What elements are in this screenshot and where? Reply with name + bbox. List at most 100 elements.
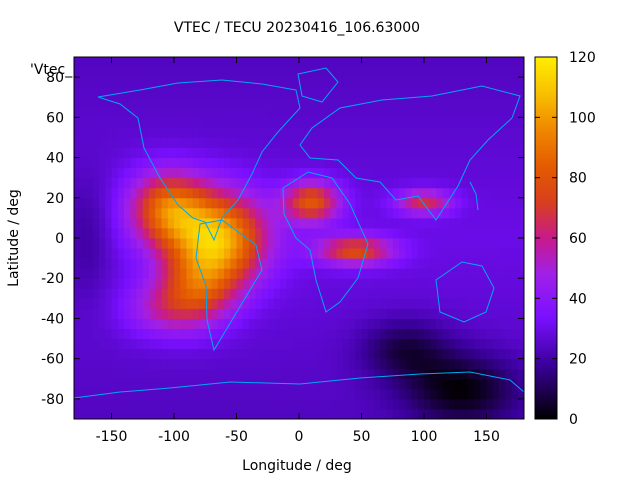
heatmap-cell [480, 137, 487, 148]
heatmap-cell [511, 308, 519, 319]
heatmap-cell [124, 107, 131, 118]
y-tick-label: -20 [41, 271, 64, 287]
heatmap-cell [361, 227, 369, 239]
heatmap-cell [142, 57, 150, 68]
heatmap-cell [380, 388, 387, 400]
heatmap-cell [92, 268, 100, 279]
heatmap-cell [511, 87, 519, 98]
heatmap-cell [342, 338, 350, 350]
heatmap-cell [405, 288, 412, 299]
heatmap-cell [130, 167, 137, 179]
heatmap-cell [449, 147, 456, 159]
heatmap-cell [486, 268, 494, 279]
heatmap-cell [342, 227, 350, 239]
heatmap-cell [105, 318, 112, 329]
heatmap-cell [386, 207, 394, 219]
heatmap-cell [461, 127, 469, 138]
heatmap-cell [442, 298, 450, 309]
heatmap-cell [474, 388, 481, 400]
heatmap-cell [130, 258, 137, 269]
heatmap-cell [105, 248, 112, 259]
heatmap-cell [80, 167, 87, 179]
heatmap-cell [267, 217, 275, 229]
heatmap-cell [249, 328, 256, 340]
heatmap-cell [430, 368, 437, 380]
heatmap-cell [149, 87, 156, 98]
heatmap-cell [267, 137, 275, 148]
heatmap-cell [342, 268, 350, 279]
heatmap-cell [461, 258, 469, 269]
heatmap-cell [336, 197, 344, 209]
heatmap-cell [111, 117, 119, 128]
heatmap-cell [236, 408, 244, 419]
heatmap-cell [492, 157, 500, 169]
heatmap-cell [386, 298, 394, 309]
heatmap-cell [111, 67, 119, 78]
heatmap-cell [136, 107, 144, 118]
heatmap-cell [267, 378, 275, 390]
heatmap-cell [149, 187, 156, 199]
heatmap-cell [217, 227, 225, 239]
heatmap-cell [436, 177, 444, 189]
heatmap-cell [455, 348, 462, 360]
heatmap-cell [461, 348, 469, 360]
heatmap-cell [249, 258, 256, 269]
heatmap-cell [174, 258, 181, 269]
heatmap-cell [180, 127, 187, 138]
heatmap-cell [492, 197, 500, 209]
heatmap-cell [255, 268, 262, 279]
heatmap-cell [330, 67, 337, 78]
heatmap-cell [430, 117, 437, 128]
heatmap-cell [386, 288, 394, 299]
heatmap-cell [449, 348, 456, 360]
heatmap-cell [86, 368, 94, 380]
heatmap-cell [392, 358, 400, 370]
heatmap-cell [405, 338, 412, 350]
heatmap-cell [80, 338, 87, 350]
heatmap-cell [505, 298, 512, 309]
heatmap-cell [430, 57, 437, 68]
heatmap-cell [517, 368, 524, 380]
heatmap-cell [305, 137, 312, 148]
heatmap-cell [399, 338, 406, 350]
heatmap-cell [442, 117, 450, 128]
heatmap-cell [86, 147, 94, 159]
heatmap-cell [161, 388, 169, 400]
heatmap-cell [349, 248, 356, 259]
heatmap-cell [380, 358, 387, 370]
heatmap-cell [92, 238, 100, 249]
heatmap-cell [430, 87, 437, 98]
heatmap-cell [349, 238, 356, 249]
heatmap-cell [236, 358, 244, 370]
heatmap-cell [492, 408, 500, 419]
heatmap-cell [167, 328, 175, 340]
heatmap-cell [386, 147, 394, 159]
heatmap-cell [142, 167, 150, 179]
heatmap-cell [136, 368, 144, 380]
heatmap-cell [242, 57, 250, 68]
heatmap-cell [511, 318, 519, 329]
heatmap-cell [361, 238, 369, 249]
heatmap-cell [311, 308, 319, 319]
heatmap-cell [205, 368, 212, 380]
heatmap-cell [74, 298, 81, 309]
heatmap-cell [130, 248, 137, 259]
heatmap-cell [280, 137, 287, 148]
heatmap-cell [155, 388, 162, 400]
heatmap-cell [405, 217, 412, 229]
heatmap-cell [324, 167, 331, 179]
heatmap-cell [192, 217, 200, 229]
heatmap-cell [517, 187, 524, 199]
heatmap-cell [149, 308, 156, 319]
heatmap-cell [499, 137, 506, 148]
heatmap-cell [467, 197, 475, 209]
heatmap-cell [74, 408, 81, 419]
heatmap-cell [517, 398, 524, 410]
heatmap-cell [224, 147, 231, 159]
heatmap-cell [461, 368, 469, 380]
heatmap-cell [249, 358, 256, 370]
heatmap-cell [486, 117, 494, 128]
heatmap-cell [149, 328, 156, 340]
heatmap-cell [349, 117, 356, 128]
heatmap-cell [86, 238, 94, 249]
